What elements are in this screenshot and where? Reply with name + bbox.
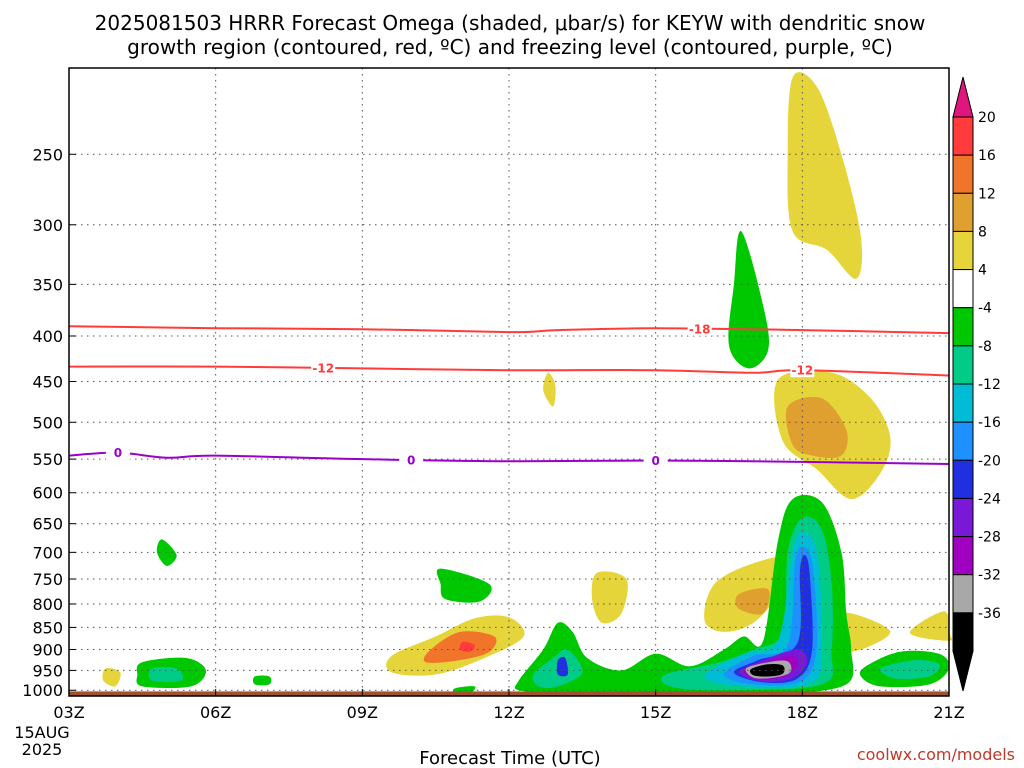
credit-text: coolwx.com/models — [857, 745, 1015, 764]
contour-label: 0 — [114, 446, 122, 460]
omega-region-9 — [735, 588, 770, 615]
y-tick-label: 950 — [32, 661, 63, 680]
x-tick-label: 12Z — [493, 703, 524, 722]
y-tick-label: 700 — [32, 543, 63, 562]
omega-region-31 — [879, 659, 940, 680]
colorbar: 20 16 12 8 4 -4 -8 -12 -16 -20 -24 -28 -32 -36 — [952, 76, 1001, 692]
colorbar-tick-label: -20 — [978, 453, 1001, 469]
y-tick-label: 750 — [32, 570, 63, 589]
colorbar-tick-label: -12 — [978, 377, 1001, 393]
colorbar-tick-label: -36 — [978, 606, 1001, 622]
omega-region-10 — [840, 612, 891, 652]
contour-label-bg — [643, 453, 668, 468]
x-tick-label: 18Z — [787, 703, 818, 722]
y-axis: 250 300 350 400 450 500 550 600 650 700 750 800 850 9… — [22, 145, 76, 700]
y-tick-label: 800 — [32, 595, 63, 614]
colorbar-swatch — [952, 345, 974, 385]
colorbar-tick-label: -24 — [978, 491, 1001, 507]
omega-region-19 — [514, 494, 854, 695]
omega-region-4 — [728, 230, 770, 369]
colorbar-tick-label: 8 — [978, 224, 987, 240]
colorbar-swatch — [952, 612, 974, 652]
omega-region-18 — [252, 675, 272, 686]
y-tick-label: 500 — [32, 413, 63, 432]
contour-label-bg — [399, 452, 424, 467]
x-tick-label: 06Z — [200, 703, 231, 722]
colorbar-swatch — [952, 307, 974, 347]
contour-label-bg — [687, 321, 712, 336]
x-axis-label: Forecast Time (UTC) — [419, 748, 600, 768]
omega-region-28 — [749, 663, 785, 677]
colorbar-swatch — [952, 459, 974, 499]
colorbar-swatch — [952, 497, 974, 538]
y-tick-label: 450 — [32, 373, 63, 392]
x-tick-label: 21Z — [933, 703, 964, 722]
colorbar-tick-label: 16 — [978, 148, 996, 164]
colorbar-swatch — [952, 574, 974, 614]
contour-label: -18 — [689, 322, 711, 336]
y-tick-label: 650 — [32, 515, 63, 534]
x-tick-label: 09Z — [347, 703, 378, 722]
omega-region-11 — [909, 611, 953, 641]
y-tick-label: 250 — [32, 145, 63, 164]
colorbar-swatch — [952, 383, 974, 423]
omega-fills — [102, 72, 953, 695]
y-tick-label: 350 — [32, 275, 63, 294]
contour-line-0 — [68, 325, 950, 335]
omega-region-17 — [102, 667, 121, 687]
plot-area: -18 -12 -12 0 0 0 — [68, 67, 953, 697]
colorbar-tick-label: -28 — [978, 530, 1001, 546]
omega-region-7 — [591, 571, 628, 624]
colorbar-tick-label: -4 — [978, 301, 992, 317]
colorbar-swatch — [952, 116, 974, 156]
colorbar-swatch — [952, 154, 974, 194]
chart-title-line2: growth region (contoured, red, ºC) and f… — [127, 35, 893, 59]
omega-region-6 — [436, 568, 492, 603]
contour-line-2 — [68, 451, 950, 465]
colorbar-swatch — [952, 536, 974, 576]
y-tick-label: 300 — [32, 216, 63, 235]
colorbar-tick-label: -32 — [978, 568, 1001, 584]
y-tick-label: 600 — [32, 484, 63, 503]
colorbar-swatch — [952, 230, 974, 271]
omega-region-29 — [556, 656, 569, 677]
x-axis: 03Z 06Z 09Z 12Z 15Z 18Z 21Z — [53, 689, 965, 722]
contour-label-bg — [311, 360, 336, 375]
colorbar-tick-label: 20 — [978, 110, 996, 126]
y-tick-label: 850 — [32, 618, 63, 637]
contour-label-bg — [790, 363, 815, 378]
contour-label: -12 — [312, 361, 334, 375]
contour-label-bg — [105, 445, 130, 460]
grid-lines — [69, 68, 949, 696]
colorbar-swatch — [952, 421, 974, 461]
contour-label: 0 — [407, 453, 415, 467]
colorbar-tick-label: 12 — [978, 186, 996, 202]
colorbar-tick-label: -16 — [978, 415, 1001, 431]
omega-region-0 — [787, 72, 863, 279]
contour-lines: -18 -12 -12 0 0 0 — [68, 321, 950, 468]
omega-region-3 — [543, 372, 556, 407]
omega-region-5 — [156, 539, 177, 566]
colorbar-bottom-arrow — [952, 650, 974, 692]
date-label-year: 2025 — [22, 740, 63, 759]
colorbar-tick-label: -8 — [978, 339, 992, 355]
colorbar-swatch — [952, 192, 974, 232]
colorbar-tick-label: 4 — [978, 263, 987, 279]
x-tick-label: 15Z — [640, 703, 671, 722]
colorbar-swatch — [952, 269, 974, 309]
y-tick-label: 550 — [32, 450, 63, 469]
omega-region-16 — [148, 666, 184, 682]
chart-title-line1: 2025081503 HRRR Forecast Omega (shaded, … — [95, 11, 926, 35]
y-tick-label: 1000 — [22, 681, 63, 700]
x-tick-label: 03Z — [53, 703, 84, 722]
colorbar-top-arrow — [952, 76, 974, 118]
y-tick-label: 900 — [32, 641, 63, 660]
y-tick-label: 400 — [32, 327, 63, 346]
contour-label: -12 — [791, 364, 813, 378]
contour-label: 0 — [651, 454, 659, 468]
omega-region-2 — [785, 396, 848, 458]
date-label-day: 15AUG — [14, 723, 69, 742]
